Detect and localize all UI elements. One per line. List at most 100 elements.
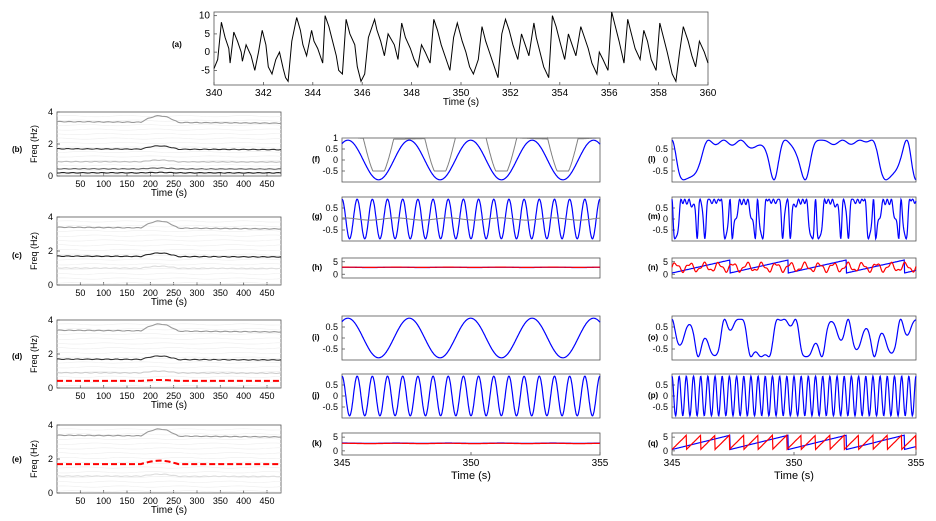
panel-m-tag: (m): [648, 212, 661, 221]
panel-p-tag: (p): [648, 391, 659, 400]
panel-b-texture: [56, 142, 282, 145]
panel-b-texture: [56, 151, 282, 153]
panel-h-tag: (h): [312, 263, 323, 272]
panel-b-ytick-label: 0: [48, 171, 53, 181]
panel-a-ytick-label: 0: [204, 47, 210, 58]
panel-b-xtick-label: 50: [75, 179, 85, 189]
panel-c-xtick-label: 400: [236, 288, 251, 298]
panel-b-tag: (b): [12, 145, 23, 154]
panel-i-ytick-label: -0.5: [322, 344, 338, 354]
panel-j-ytick-label: -0.5: [322, 402, 338, 412]
panel-d-xtick-label: 250: [166, 391, 181, 401]
panel-e-texture: [56, 471, 282, 474]
panel-f-ytick-label: 0.5: [325, 144, 338, 154]
panel-b-texture: [56, 146, 282, 149]
panel-d-texture: [57, 333, 282, 335]
panel-o-frame: [671, 315, 917, 361]
panel-m-ytick-label: 0: [663, 214, 668, 224]
panel-e-overlay-dashed: [57, 459, 281, 466]
panel-c-xlabel: Time (s): [151, 297, 187, 308]
panel-d-texture: [56, 337, 282, 340]
panel-q-xtick-label: 350: [786, 458, 803, 469]
panel-c-xtick-label: 250: [166, 288, 181, 298]
panel-e-texture: [56, 490, 282, 493]
panel-a-tag: (a): [172, 40, 182, 49]
panel-j-ytick-label: 0.5: [325, 380, 338, 390]
panel-c-xtick-label: 300: [189, 288, 204, 298]
panel-g-series-1-line: [342, 217, 600, 221]
panel-p-ytick-label: 0.5: [655, 380, 668, 390]
panel-n-series-1-line: [671, 261, 917, 274]
panel-i-tag: (i): [312, 333, 320, 342]
panel-c-ytick-label: 4: [48, 212, 53, 222]
panel-g-ytick-label: 0: [333, 214, 338, 224]
panel-a-xtick-label: 356: [601, 88, 618, 99]
panel-d-texture: [56, 352, 282, 355]
panel-e-ytick-label: 4: [48, 420, 53, 430]
panel-a-xtick-label: 348: [403, 88, 420, 99]
panel-e-xtick-label: 300: [189, 496, 204, 506]
panel-d-ylabel: Freq (Hz): [29, 335, 39, 373]
panel-e-texture: [56, 466, 282, 469]
panel-n-series-0-line: [671, 259, 917, 274]
panel-e-xtick-label: 100: [96, 496, 111, 506]
panel-q-ytick-label: 0: [663, 446, 668, 456]
panel-c-texture: [56, 239, 281, 242]
panel-h-ytick-label: 0: [333, 269, 338, 279]
panel-p-ytick-label: 0: [663, 391, 668, 401]
panel-c-ytick-label: 0: [48, 280, 53, 290]
panel-c-xtick-label: 150: [119, 288, 134, 298]
panel-d-texture: [56, 328, 282, 331]
panel-b-texture: [56, 115, 282, 118]
panel-i-ytick-label: 0: [333, 333, 338, 343]
panel-b-xtick-label: 450: [259, 179, 274, 189]
panel-c-ytick-label: 2: [48, 246, 53, 256]
panel-b-texture: [56, 128, 282, 131]
panel-c-texture: [57, 230, 282, 232]
panel-d-xtick-label: 150: [119, 391, 134, 401]
panel-l-tag: (l): [648, 155, 656, 164]
panel-b-ridge-3: [56, 167, 282, 170]
panel-e-tag: (e): [12, 455, 22, 464]
panel-l-frame: [671, 137, 917, 183]
panel-d-xtick-label: 200: [143, 391, 158, 401]
panel-b-texture: [56, 137, 282, 140]
panel-k-xtick-label: 345: [334, 458, 351, 469]
panel-o-tag: (o): [648, 333, 659, 342]
panel-d-texture: [56, 347, 282, 350]
panel-e-texture: [56, 485, 282, 488]
panel-i-frame: [341, 315, 601, 361]
panel-b-ridge-4: [57, 171, 282, 174]
panel-q-series-0-line: [671, 434, 917, 451]
panel-a-xtick-label: 360: [700, 88, 717, 99]
panel-c-ridge-1: [56, 252, 282, 258]
panel-f-ytick-label: 1: [333, 133, 338, 143]
panel-c-texture: [56, 244, 282, 247]
panel-a-xtick-label: 350: [453, 88, 470, 99]
panel-d-ytick-label: 2: [48, 349, 53, 359]
panel-d-texture: [56, 361, 282, 364]
panel-b-xtick-label: 200: [143, 179, 158, 189]
panel-c-tag: (c): [12, 251, 22, 260]
panel-c-xtick-label: 50: [75, 288, 85, 298]
panel-e-xtick-label: 250: [166, 496, 181, 506]
panel-q-ytick-label: 5: [663, 432, 668, 442]
panel-d-xtick-label: 350: [213, 391, 228, 401]
panel-a-ytick-label: -5: [201, 65, 210, 76]
panel-c-texture: [56, 258, 282, 261]
panel-e-texture: [57, 438, 282, 440]
panel-e-xtick-label: 350: [213, 496, 228, 506]
panel-a-xtick-label: 342: [255, 88, 272, 99]
panel-o-ytick-label: 0: [663, 333, 668, 343]
panel-e-texture: [56, 480, 282, 483]
panel-e-xtick-label: 400: [236, 496, 251, 506]
panel-m-series-0-line: [671, 197, 917, 241]
panel-c-texture: [56, 277, 282, 280]
panel-d-texture: [56, 385, 282, 388]
panel-e-texture: [56, 452, 282, 455]
panel-f-series-1-line: [342, 136, 600, 172]
panel-e-xtick-label: 450: [259, 496, 274, 506]
panel-c-texture: [56, 263, 282, 266]
panel-k-ytick-label: 5: [333, 432, 338, 442]
panel-b-ylabel: Freq (Hz): [29, 125, 39, 163]
